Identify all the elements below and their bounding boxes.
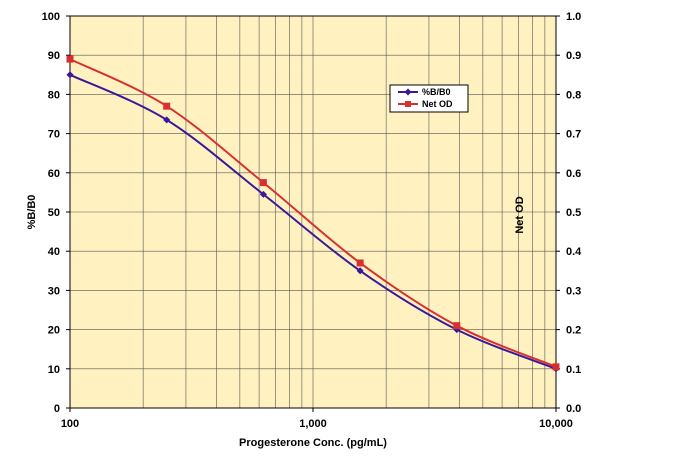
series-1-point bbox=[259, 190, 267, 198]
y-tick-label: 10 bbox=[48, 364, 60, 376]
series-1-point bbox=[66, 71, 74, 79]
y-tick-label: 100 bbox=[42, 11, 60, 23]
series-1-point bbox=[356, 267, 364, 275]
y2-tick-label: 0.8 bbox=[566, 89, 581, 101]
y-tick-label: 80 bbox=[48, 89, 60, 101]
y2-tick-label: 0.2 bbox=[566, 325, 581, 337]
y2-tick-label: 0.7 bbox=[566, 129, 581, 141]
y2-tick-label: 0.4 bbox=[566, 246, 582, 258]
x-tick-label: 10,000 bbox=[539, 418, 573, 430]
y2-tick-label: 0.1 bbox=[566, 364, 581, 376]
axis-ticks: 0 10 20 30 40 50 60 70 80 90 100 0.0 0.1 0.2 0.3 0.4 0.5… bbox=[42, 11, 583, 430]
legend-label-series-2: Net OD bbox=[422, 99, 453, 109]
series-2-point bbox=[453, 322, 461, 330]
y-tick-label: 0 bbox=[54, 403, 60, 415]
legend-label-series-1: %B/B0 bbox=[422, 87, 451, 97]
x-axis-title: Progesterone Conc. (pg/mL) bbox=[239, 437, 387, 449]
y-tick-label: 20 bbox=[48, 325, 60, 337]
series-2-point bbox=[552, 363, 560, 371]
legend: %B/B0 Net OD bbox=[389, 84, 469, 113]
grid bbox=[70, 16, 556, 408]
series-layer bbox=[66, 55, 560, 373]
legend-marker-series-1 bbox=[404, 88, 412, 96]
y2-tick-label: 0.5 bbox=[566, 207, 581, 219]
y2-axis-title: Net OD bbox=[514, 196, 526, 233]
y2-tick-label: 0.9 bbox=[566, 50, 581, 62]
x-tick-label: 100 bbox=[61, 418, 79, 430]
legend-box bbox=[389, 84, 469, 113]
series-line-2 bbox=[69, 58, 557, 368]
x-tick-label: 1,000 bbox=[299, 418, 327, 430]
y2-tick-label: 1.0 bbox=[566, 11, 581, 23]
y2-tick-label: 0.3 bbox=[566, 285, 581, 297]
y-tick-label: 70 bbox=[48, 129, 60, 141]
legend-marker-series-2 bbox=[405, 101, 411, 107]
series-2-point bbox=[163, 102, 171, 110]
series-2-point bbox=[259, 179, 267, 187]
y-tick-label: 50 bbox=[48, 207, 60, 219]
y2-tick-label: 0.0 bbox=[566, 403, 581, 415]
series-2-point bbox=[356, 259, 364, 267]
y2-tick-label: 0.6 bbox=[566, 168, 581, 180]
series-1-point bbox=[163, 116, 171, 124]
y-tick-label: 30 bbox=[48, 285, 60, 297]
series-2-point bbox=[66, 55, 74, 63]
y-tick-label: 90 bbox=[48, 50, 60, 62]
y-tick-label: 40 bbox=[48, 246, 60, 258]
y-tick-label: 60 bbox=[48, 168, 60, 180]
y-axis-title: %B/B0 bbox=[26, 195, 38, 230]
series-line-1 bbox=[69, 73, 557, 370]
